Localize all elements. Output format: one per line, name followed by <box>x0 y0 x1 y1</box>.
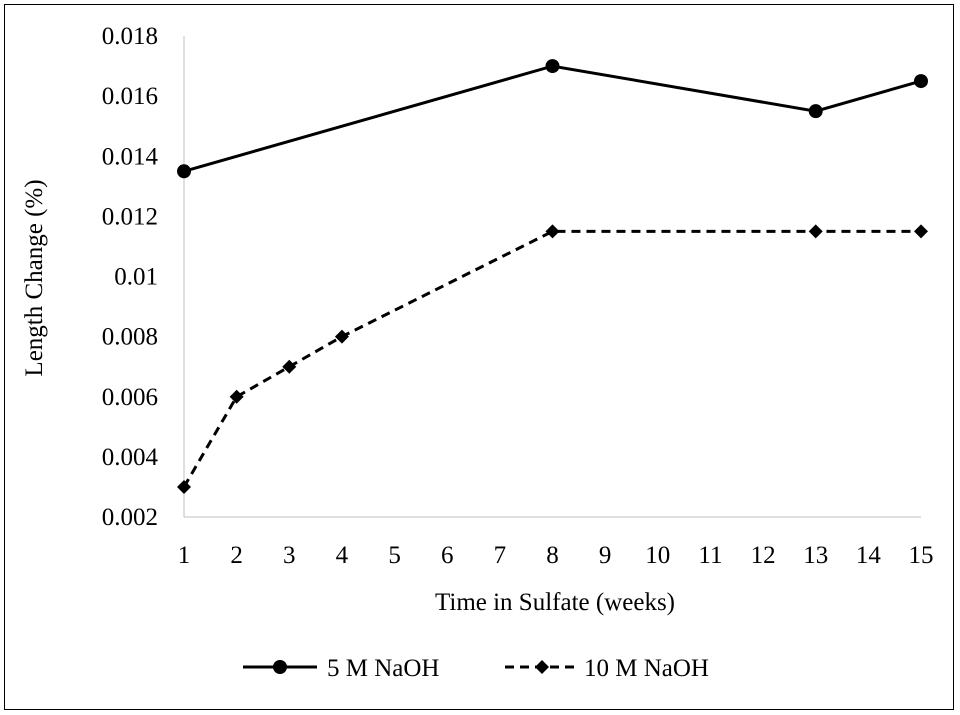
data-point-10-m-naoh <box>334 329 349 344</box>
x-tick-label: 6 <box>441 542 454 569</box>
series-line-5-m-naoh <box>183 64 922 173</box>
x-tick-label: 3 <box>283 542 296 569</box>
legend-marker-5m-naoh <box>273 660 287 674</box>
legend-item-5m-naoh: 5 M NaOH <box>243 655 440 682</box>
x-tick-label: 12 <box>751 542 776 569</box>
x-tick-label: 5 <box>388 542 401 569</box>
x-tick-label: 13 <box>803 542 828 569</box>
y-tick-label: 0.01 <box>114 264 158 291</box>
x-tick-label: 7 <box>494 542 507 569</box>
series-markers <box>177 59 928 494</box>
x-tick-label: 2 <box>230 542 243 569</box>
y-tick-label: 0.016 <box>102 83 158 110</box>
x-tick-label: 8 <box>546 542 559 569</box>
data-point-10-m-naoh <box>282 359 297 374</box>
legend-marker-10m-naoh <box>535 660 549 674</box>
data-point-10-m-naoh <box>914 224 928 239</box>
y-tick-label: 0.004 <box>102 444 159 471</box>
x-tick-label: 1 <box>178 542 191 569</box>
data-point-5-m-naoh <box>808 104 823 119</box>
x-tick-label: 15 <box>909 542 934 569</box>
data-point-10-m-naoh <box>229 389 244 404</box>
y-axis-title: Length Change (%) <box>21 179 48 376</box>
data-point-5-m-naoh <box>177 164 191 179</box>
legend-label-10m-naoh: 10 M NaOH <box>584 655 709 682</box>
x-tick-label: 9 <box>599 542 612 569</box>
x-axis-title: Time in Sulfate (weeks) <box>435 589 675 616</box>
y-tick-label: 0.012 <box>102 203 158 230</box>
data-point-10-m-naoh <box>808 224 823 239</box>
axes <box>183 36 921 518</box>
y-tick-label: 0.018 <box>102 23 158 50</box>
x-tick-label: 14 <box>856 542 882 569</box>
x-tick-label: 10 <box>645 542 670 569</box>
x-tick-labels: 1 2 3 4 5 6 7 8 9 10 11 12 13 14 15 <box>178 542 934 569</box>
y-tick-label: 0.002 <box>102 504 158 531</box>
data-point-10-m-naoh <box>177 479 191 494</box>
legend: 5 M NaOH 10 M NaOH <box>243 655 709 682</box>
y-tick-label: 0.008 <box>102 324 158 351</box>
x-tick-label: 11 <box>698 542 722 569</box>
legend-item-10m-naoh: 10 M NaOH <box>505 655 709 682</box>
data-point-5-m-naoh <box>545 59 560 74</box>
y-tick-label: 0.006 <box>102 384 158 411</box>
y-tick-labels: 0.002 0.004 0.006 0.008 0.01 0.012 0.014 0.016 0… <box>102 23 159 531</box>
legend-label-5m-naoh: 5 M NaOH <box>327 655 440 682</box>
data-point-5-m-naoh <box>914 74 928 89</box>
y-tick-label: 0.014 <box>102 143 159 170</box>
series-lines <box>182 64 922 488</box>
chart-frame <box>4 4 954 710</box>
data-point-10-m-naoh <box>545 224 560 239</box>
x-tick-label: 4 <box>336 542 349 569</box>
series-line-10-m-naoh <box>182 229 921 488</box>
